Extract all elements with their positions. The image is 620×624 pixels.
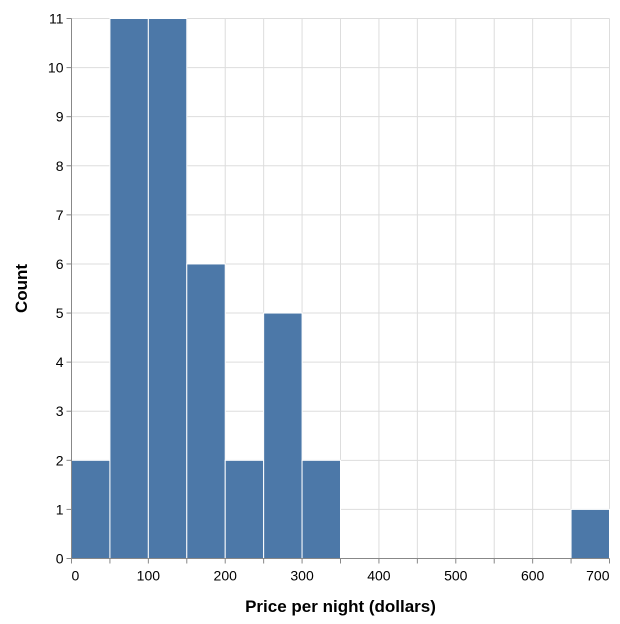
x-tick-label: 600 — [521, 568, 545, 584]
y-tick-label: 11 — [49, 11, 64, 27]
x-tick-label: 700 — [586, 568, 610, 584]
histogram-bar — [71, 459, 111, 559]
x-tick-label: 0 — [72, 568, 80, 584]
y-tick-label: 4 — [56, 354, 64, 370]
x-tick-label: 500 — [444, 568, 468, 584]
histogram-bar — [224, 459, 265, 559]
y-axis-title: Count — [12, 264, 31, 313]
x-tick-label: 300 — [290, 568, 314, 584]
histogram-bar — [570, 508, 610, 559]
y-tick-label: 7 — [56, 207, 64, 223]
y-tick-label: 2 — [56, 452, 64, 468]
y-tick-label: 1 — [56, 501, 64, 517]
x-tick-label: 400 — [367, 568, 391, 584]
y-tick-label: 9 — [56, 109, 64, 125]
y-tick-label: 0 — [56, 551, 64, 567]
histogram-bar — [186, 263, 226, 559]
histogram-bar — [109, 18, 149, 559]
x-tick-label: 200 — [214, 568, 238, 584]
axes: 0 1 2 3 4 5 6 7 8 9 10 11 0 100 200 300 400 500 600 700 — [48, 11, 610, 584]
y-tick-label: 10 — [48, 60, 64, 76]
histogram-bar — [301, 459, 342, 559]
bars — [71, 18, 610, 559]
y-tick-label: 5 — [56, 305, 64, 321]
histogram-bar — [147, 18, 188, 559]
histogram-bar — [263, 312, 303, 559]
x-tick-label: 100 — [137, 568, 161, 584]
x-axis-title: Price per night (dollars) — [245, 597, 436, 616]
y-tick-label: 3 — [56, 403, 64, 419]
y-tick-label: 8 — [56, 158, 64, 174]
y-tick-label: 6 — [56, 256, 64, 272]
